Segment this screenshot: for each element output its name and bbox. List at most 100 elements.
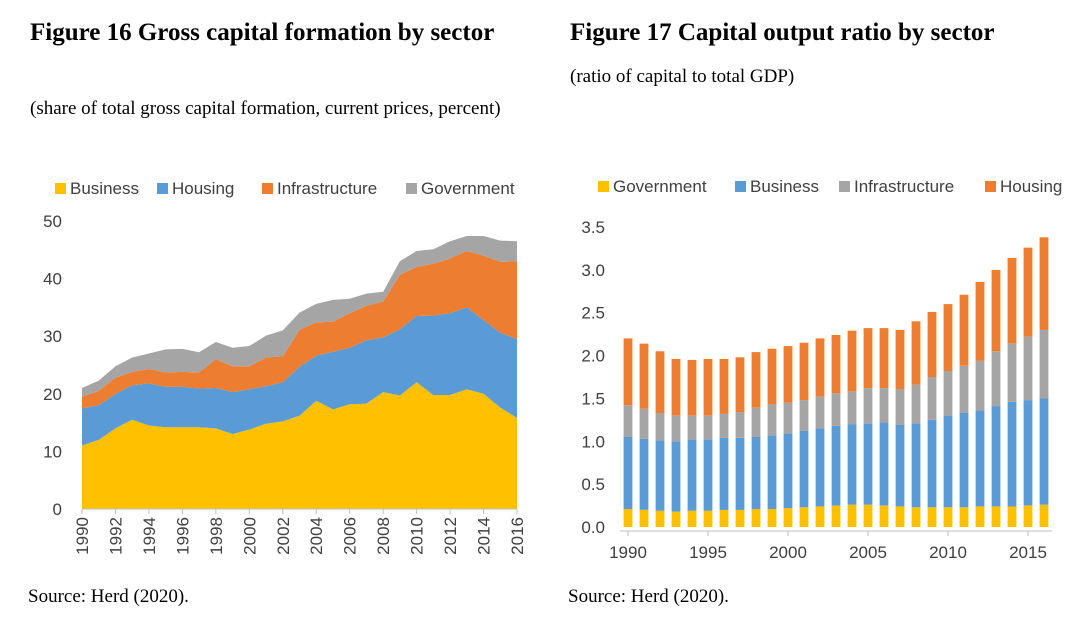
bar-business-2012 [975,410,985,507]
bar-government-1990 [623,509,633,527]
bar-government-1992 [655,510,665,527]
bar-infrastructure-2005 [863,388,873,424]
figure-16-title: Figure 16 Gross capital formation by sec… [30,19,495,46]
bar-government-1991 [639,509,649,527]
x-tick-label: 2016 [508,517,527,555]
bar-housing-1994 [687,359,697,416]
bar-business-1992 [655,440,665,511]
bar-government-2009 [927,507,937,527]
legend-label-infrastructure: Infrastructure [277,179,377,198]
bar-business-1996 [719,437,729,510]
bar-housing-2000 [783,346,793,403]
area-housing [82,307,517,446]
bar-business-2004 [847,424,857,505]
bar-business-2013 [991,406,1001,507]
bar-government-2008 [911,507,921,527]
bar-housing-2005 [863,328,873,389]
y-tick-label: 2.0 [581,347,605,366]
bar-business-2003 [831,425,841,506]
bar-infrastructure-2003 [831,393,841,426]
bar-government-2004 [847,504,857,527]
bar-government-1994 [687,510,697,527]
bar-housing-2015 [1023,247,1033,337]
bar-government-2013 [991,506,1001,527]
bar-housing-2012 [975,281,985,361]
bar-government-2007 [895,506,905,527]
bar-government-2001 [799,507,809,527]
bar-business-1990 [623,437,633,509]
bar-infrastructure-2001 [799,400,809,431]
bar-government-2002 [815,506,825,527]
y-tick-label: 3.5 [581,218,605,237]
bar-business-2015 [1023,400,1033,506]
x-tick-label: 2010 [408,517,427,555]
bar-government-1998 [751,509,761,527]
x-tick-label: 1990 [73,517,92,555]
bar-infrastructure-1992 [655,413,665,441]
y-tick-label: 2.5 [581,304,605,323]
x-tick-label: 2000 [769,543,807,562]
y-tick-label: 3.0 [581,261,605,280]
bar-housing-2002 [815,338,825,397]
bar-housing-2001 [799,342,809,401]
bar-housing-1992 [655,351,665,413]
bar-business-2007 [895,425,905,507]
y-tick-label: 0.0 [581,518,605,537]
bar-business-2002 [815,428,825,507]
bar-business-2009 [927,419,937,508]
bar-business-2011 [959,413,969,508]
bar-infrastructure-2012 [975,360,985,411]
bar-housing-2003 [831,335,841,394]
bar-infrastructure-2015 [1023,336,1033,401]
bar-housing-1993 [671,359,681,416]
bar-infrastructure-1991 [639,408,649,439]
bar-housing-1997 [735,357,745,413]
bar-government-2010 [943,507,953,527]
bar-government-1999 [767,509,777,527]
bar-housing-2009 [927,311,937,377]
x-tick-label: 1998 [207,517,226,555]
bar-housing-1996 [719,359,729,414]
x-tick-label: 2004 [307,517,326,555]
bar-business-1993 [671,441,681,512]
figure-17-subtitle: (ratio of capital to total GDP) [570,66,795,87]
x-tick-label: 2002 [274,517,293,555]
bar-housing-1990 [623,338,633,406]
bar-housing-2006 [879,328,889,389]
legend-label-government: Government [613,177,707,196]
bar-housing-2016 [1039,237,1049,330]
bar-housing-2007 [895,329,905,389]
y-tick-label: 20 [43,385,62,404]
y-tick-label: 0 [53,500,62,519]
capital-output-ratio-bar-chart: Government Business Infrastructure Housing 0… [581,177,1062,562]
bar-government-1993 [671,511,681,527]
bar-government-2016 [1039,504,1049,527]
bar-housing-1995 [703,359,713,416]
bar-government-1996 [719,509,729,527]
x-tick-label: 2014 [475,517,494,555]
legend-label-housing: Housing [172,179,234,198]
x-tick-label: 1992 [106,517,125,555]
bar-infrastructure-2007 [895,389,905,425]
bar-infrastructure-2008 [911,384,921,424]
bar-housing-2013 [991,269,1001,352]
bar-housing-2011 [959,294,969,366]
bar-housing-2004 [847,330,857,392]
y-tick-label: 10 [43,442,62,461]
legend-swatch-housing [985,181,996,192]
bar-business-1999 [767,435,777,509]
legend-label-infrastructure: Infrastructure [854,177,954,196]
bar-infrastructure-2009 [927,377,937,420]
bar-infrastructure-2004 [847,391,857,425]
figure-16-source: Source: Herd (2020). [28,586,189,607]
legend-label-housing: Housing [1000,177,1062,196]
area-infrastructure [82,251,517,409]
bar-infrastructure-1993 [671,415,681,442]
bar-government-1997 [735,509,745,527]
x-tick-label: 2000 [240,517,259,555]
bar-government-2005 [863,504,873,527]
y-tick-label: 0.5 [581,475,605,494]
bar-government-2003 [831,505,841,527]
y-tick-label: 50 [43,212,62,231]
bar-infrastructure-1997 [735,412,745,438]
